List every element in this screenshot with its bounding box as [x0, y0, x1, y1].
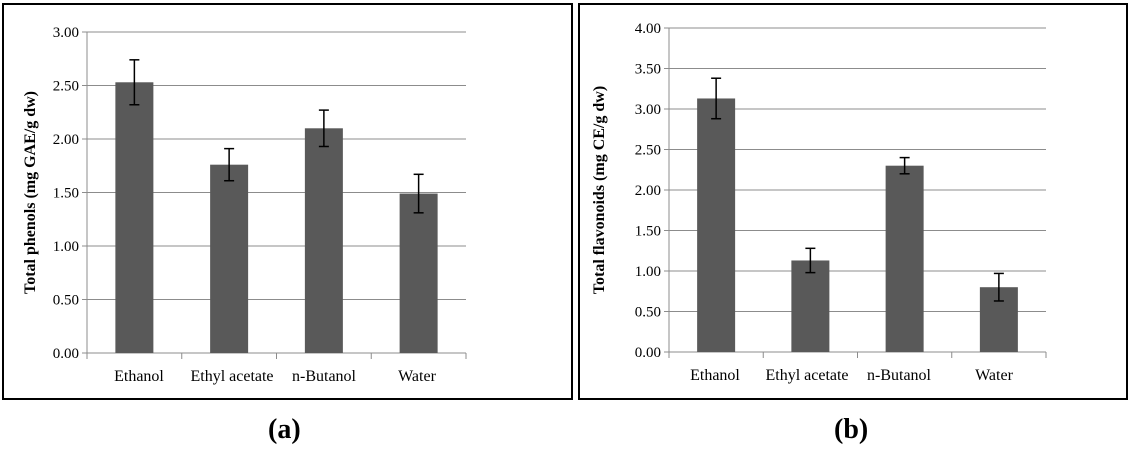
chart-a-ytick-label: 0.50 — [53, 293, 79, 309]
chart-panel-b — [578, 3, 1128, 400]
chart-b-category-label: n-Butanol — [867, 367, 932, 384]
chart-b-ytick-label: 1.50 — [635, 224, 661, 240]
chart-a-bar — [399, 193, 438, 353]
chart-b-category-label: Water — [975, 367, 1013, 384]
chart-b-ytick-label: 3.00 — [635, 102, 661, 118]
chart-a-ytick-label: 2.50 — [53, 79, 79, 95]
chart-a-ytick-label: 1.00 — [53, 239, 79, 255]
chart-b-ytick-label: 2.50 — [635, 143, 661, 159]
chart-b-ytick-label: 3.50 — [635, 62, 661, 78]
chart-a-y-axis-title: Total phenols (mg GAE/g dw) — [22, 91, 39, 294]
chart-a-ytick-label: 0.00 — [53, 346, 79, 362]
chart-b-ytick-label: 4.00 — [635, 21, 661, 37]
chart-a-ytick-label: 1.50 — [53, 186, 79, 202]
chart-a-bar — [210, 164, 249, 353]
caption-a: (a) — [268, 414, 301, 445]
chart-a-ytick-label: 2.00 — [53, 132, 79, 148]
chart-panel-a — [2, 3, 573, 400]
chart-b-ytick-label: 2.00 — [635, 183, 661, 199]
chart-a-ytick-label: 3.00 — [53, 25, 79, 41]
chart-b-category-label: Ethanol — [690, 367, 740, 384]
caption-b: (b) — [834, 414, 869, 445]
chart-b-bar — [885, 165, 924, 352]
chart-b-category-label: Ethyl acetate — [765, 367, 848, 384]
chart-a-category-label: Ethyl acetate — [190, 368, 273, 385]
chart-b-ytick-label: 0.00 — [635, 345, 661, 361]
chart-b-ytick-label: 0.50 — [635, 305, 661, 321]
chart-b-bar — [791, 260, 830, 352]
chart-a-category-label: n-Butanol — [292, 368, 357, 385]
chart-b-bar — [697, 98, 736, 352]
chart-a-bar — [304, 128, 343, 353]
chart-b-ytick-label: 1.00 — [635, 264, 661, 280]
chart-a-category-label: Water — [398, 368, 436, 385]
chart-b-y-axis-title: Total flavonoids (mg CE/g dw) — [591, 86, 608, 294]
chart-a-bar — [115, 82, 154, 353]
chart-a-category-label: Ethanol — [114, 368, 164, 385]
